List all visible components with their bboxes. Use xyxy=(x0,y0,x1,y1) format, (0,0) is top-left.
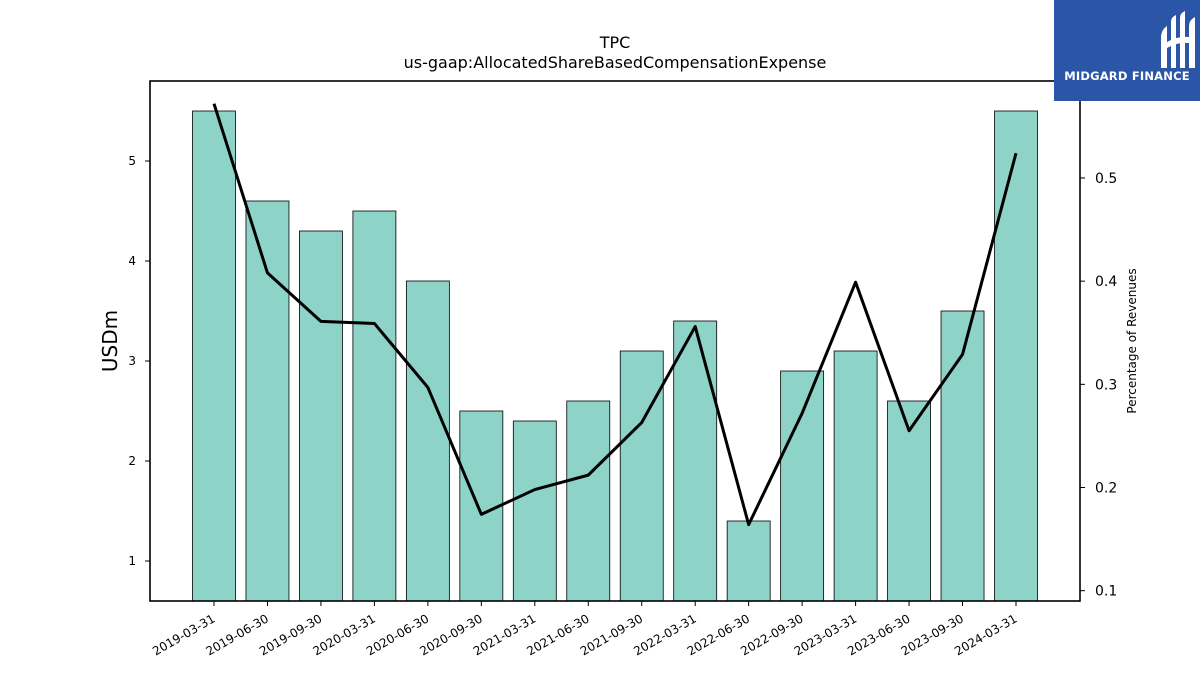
y-right-tick-label: 0.5 xyxy=(1095,171,1117,187)
bar xyxy=(994,110,1038,602)
brand-name: MIDGARD FINANCE xyxy=(1064,69,1190,83)
chart-title: TPC xyxy=(599,33,631,52)
bar xyxy=(459,410,504,602)
bar xyxy=(673,320,718,602)
bar xyxy=(887,400,931,602)
y-tick-label: 5 xyxy=(128,154,136,168)
line-series xyxy=(212,103,1018,527)
series-line xyxy=(212,103,1018,527)
y-tick-label: 1 xyxy=(128,554,136,568)
y-axis-right-label: Percentage of Revenues xyxy=(1125,268,1139,413)
bar xyxy=(726,520,771,602)
x-axis: 2019-03-312019-06-302019-09-302020-03-31… xyxy=(150,601,1020,658)
y-right-tick-label: 0.2 xyxy=(1095,481,1117,497)
logo-mark-icon xyxy=(1161,11,1195,68)
y-right-tick-label: 0.4 xyxy=(1095,274,1117,290)
y-tick-label: 4 xyxy=(128,254,136,268)
y-axis-left: 1 2 3 4 5 xyxy=(128,154,150,568)
bar-series xyxy=(192,110,1038,602)
bar xyxy=(245,200,290,602)
chart-subtitle: us-gaap:AllocatedShareBasedCompensationE… xyxy=(404,53,827,72)
bar xyxy=(833,350,878,602)
y-axis-label: USDm xyxy=(98,310,122,372)
plot-frame xyxy=(149,80,1081,602)
bar xyxy=(192,110,236,602)
bar xyxy=(780,370,825,602)
bar xyxy=(299,230,343,602)
bar xyxy=(352,210,397,602)
y-tick-label: 2 xyxy=(128,454,136,468)
bar xyxy=(940,310,985,602)
brand-logo: MIDGARD FINANCE xyxy=(1054,0,1200,101)
y-right-tick-label: 0.3 xyxy=(1095,377,1117,393)
y-tick-label: 3 xyxy=(128,354,136,368)
y-right-tick-label: 0.1 xyxy=(1095,584,1117,600)
bar xyxy=(619,350,664,602)
y-axis-right: 0.1 0.2 0.3 0.4 0.5 xyxy=(1080,171,1117,600)
bar xyxy=(512,420,557,602)
bar xyxy=(566,400,611,602)
bar xyxy=(405,280,450,602)
